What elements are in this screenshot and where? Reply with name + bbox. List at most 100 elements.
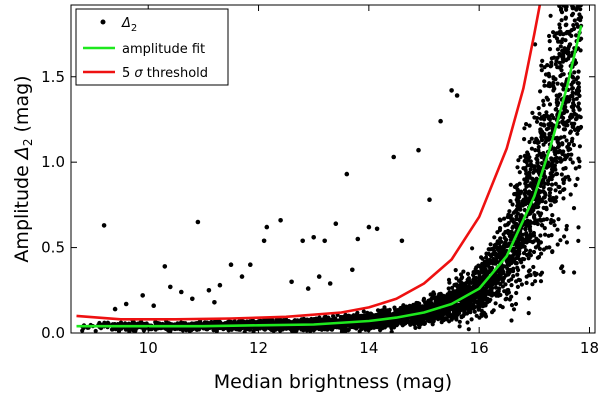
data-point [399, 319, 404, 324]
data-point [497, 286, 502, 291]
data-point [535, 160, 540, 165]
data-point [537, 246, 543, 251]
data-point [567, 42, 572, 47]
data-point [522, 257, 527, 262]
data-point [413, 305, 418, 310]
data-point [571, 97, 576, 102]
data-point [493, 301, 498, 306]
data-point [539, 270, 545, 275]
data-point [527, 189, 532, 194]
data-point [536, 194, 542, 199]
amplitude-fit-line [76, 25, 583, 328]
data-point [528, 228, 533, 233]
data-point [564, 5, 569, 9]
data-point [551, 30, 556, 35]
data-point [419, 313, 424, 318]
data-point [578, 5, 583, 8]
outlier-point [366, 224, 372, 230]
data-point [133, 328, 138, 333]
data-point [522, 177, 527, 182]
data-point [561, 149, 566, 154]
data-point [476, 263, 481, 268]
data-point [519, 282, 525, 287]
data-point [522, 137, 527, 142]
data-point [524, 171, 529, 176]
outlier-point [311, 235, 317, 240]
data-point [400, 306, 405, 311]
data-point [492, 235, 497, 240]
data-point [229, 327, 234, 332]
data-point [483, 303, 488, 308]
data-point [500, 277, 505, 282]
data-point [575, 131, 580, 136]
legend-label-amplitude-fit: amplitude fit [122, 42, 205, 57]
data-point [533, 179, 538, 184]
data-point [575, 75, 580, 80]
data-point [541, 98, 546, 103]
data-point [553, 188, 558, 193]
data-point [539, 63, 544, 68]
data-point [549, 163, 554, 168]
data-point [196, 320, 201, 325]
data-point [547, 193, 552, 198]
data-point [168, 329, 173, 333]
data-point [523, 248, 529, 253]
data-point [526, 296, 532, 301]
data-point [493, 271, 498, 276]
data-point [554, 150, 559, 155]
data-point [549, 60, 554, 65]
data-point [546, 114, 551, 119]
data-point [536, 148, 541, 153]
data-point [576, 238, 581, 243]
data-point [472, 309, 477, 314]
data-point [558, 73, 563, 79]
data-point [564, 138, 569, 143]
data-point [484, 255, 489, 260]
data-point [480, 270, 485, 275]
data-point [546, 181, 551, 186]
data-point [260, 319, 265, 324]
data-point [545, 83, 551, 88]
data-point [561, 127, 567, 132]
data-point [514, 183, 520, 188]
data-point [530, 176, 535, 181]
data-point [519, 189, 524, 194]
data-point [533, 272, 538, 278]
data-point [578, 14, 583, 20]
data-point [563, 15, 569, 20]
data-point [561, 5, 566, 8]
data-point [494, 260, 499, 265]
data-point [573, 166, 578, 171]
data-point [559, 82, 565, 87]
data-point [534, 119, 540, 124]
data-point [484, 289, 489, 295]
data-point [362, 314, 367, 319]
data-point [544, 110, 549, 115]
data-point [557, 190, 563, 195]
data-point [477, 301, 483, 306]
data-point [508, 199, 513, 204]
data-point [457, 310, 462, 315]
data-point [482, 310, 487, 315]
data-point [324, 315, 329, 320]
data-point [462, 307, 468, 312]
data-point [477, 272, 482, 277]
data-point [511, 274, 516, 279]
data-point [382, 305, 387, 310]
data-point [470, 296, 475, 301]
data-point [531, 264, 536, 270]
data-point [524, 231, 529, 236]
data-point [242, 329, 247, 333]
data-point [367, 316, 372, 321]
x-tick-label: 12 [249, 339, 268, 357]
data-point [531, 230, 537, 236]
data-point [569, 53, 574, 58]
data-point [453, 268, 458, 273]
data-point [572, 111, 577, 116]
data-point [498, 236, 503, 241]
data-point [389, 329, 394, 333]
data-point [515, 203, 520, 208]
data-point [555, 242, 560, 247]
data-point [363, 325, 369, 331]
data-point [557, 65, 563, 70]
